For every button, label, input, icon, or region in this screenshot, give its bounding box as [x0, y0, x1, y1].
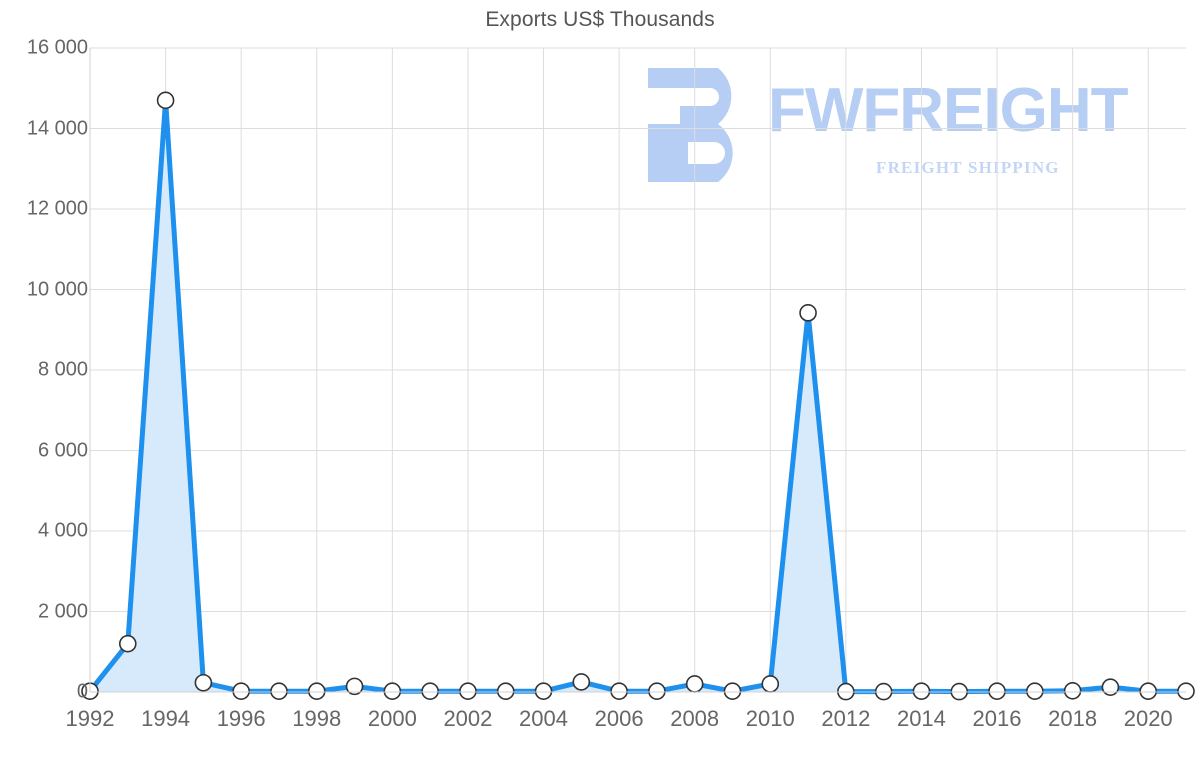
- data-point-marker[interactable]: [1139, 682, 1158, 700]
- data-point-marker[interactable]: [1177, 682, 1195, 700]
- data-point-marker[interactable]: [685, 675, 704, 693]
- x-axis-tick-label: 2008: [670, 706, 720, 731]
- data-point-marker[interactable]: [307, 682, 326, 700]
- data-point-marker[interactable]: [459, 682, 477, 700]
- data-point-marker[interactable]: [118, 634, 137, 653]
- data-point-marker[interactable]: [421, 682, 439, 700]
- y-axis-tick-label: 10 000: [26, 278, 88, 300]
- y-axis-tick-label: 0: [76, 680, 88, 703]
- y-axis-tick-label: 8 000: [37, 358, 88, 381]
- y-axis-tick-label: 12 000: [26, 197, 88, 220]
- x-axis-tick-label: 2010: [745, 706, 795, 731]
- data-point-marker[interactable]: [1026, 682, 1044, 700]
- data-point-marker[interactable]: [723, 682, 742, 700]
- y-axis-tick-label: 6 000: [37, 439, 88, 461]
- data-point-marker[interactable]: [383, 682, 402, 700]
- y-axis-tick-label: 14 000: [26, 117, 88, 139]
- data-point-marker[interactable]: [496, 682, 515, 700]
- data-point-marker[interactable]: [988, 682, 1006, 700]
- area-fill: [90, 100, 1186, 692]
- data-point-marker[interactable]: [912, 682, 931, 700]
- data-point-marker[interactable]: [761, 675, 780, 693]
- data-point-marker[interactable]: [345, 677, 364, 696]
- x-axis-tick-label: 2020: [1123, 706, 1173, 731]
- x-axis-tick-label: 1994: [141, 706, 191, 731]
- x-axis-tick-label: 2006: [594, 706, 644, 731]
- data-point-marker[interactable]: [232, 682, 250, 700]
- data-point-marker[interactable]: [1063, 681, 1082, 700]
- data-point-marker[interactable]: [799, 304, 817, 322]
- data-point-marker[interactable]: [156, 91, 175, 110]
- data-point-marker[interactable]: [648, 682, 666, 700]
- y-axis-tick-label: 4 000: [37, 519, 88, 542]
- x-axis-tick-label: 1998: [292, 706, 342, 731]
- data-point-marker[interactable]: [270, 682, 288, 700]
- gridlines: [89, 47, 1186, 693]
- x-axis-tick-label: 1996: [216, 706, 266, 731]
- x-axis-tick-label: 2016: [972, 706, 1022, 731]
- data-line: [87, 97, 1189, 695]
- data-point-marker[interactable]: [572, 673, 591, 691]
- data-markers: [81, 91, 1195, 701]
- y-axis-tick-label: 16 000: [26, 36, 88, 59]
- x-axis-tick-label: 2014: [896, 706, 946, 731]
- data-point-marker[interactable]: [194, 673, 213, 692]
- data-point-marker[interactable]: [1101, 678, 1120, 696]
- x-axis-tick-label: 1992: [65, 706, 115, 731]
- x-axis-tick-label: 2004: [519, 706, 568, 731]
- chart-title: Exports US$ Thousands: [485, 8, 715, 31]
- x-axis-tick-label: 2000: [367, 706, 417, 731]
- data-point-marker[interactable]: [534, 682, 553, 700]
- x-axis-tick-label: 2018: [1048, 706, 1098, 731]
- x-axis-tick-label: 2002: [443, 706, 493, 731]
- data-point-marker[interactable]: [610, 682, 628, 700]
- y-axis-tick-label: 2 000: [37, 600, 88, 622]
- x-axis-tick-label: 2012: [821, 706, 871, 731]
